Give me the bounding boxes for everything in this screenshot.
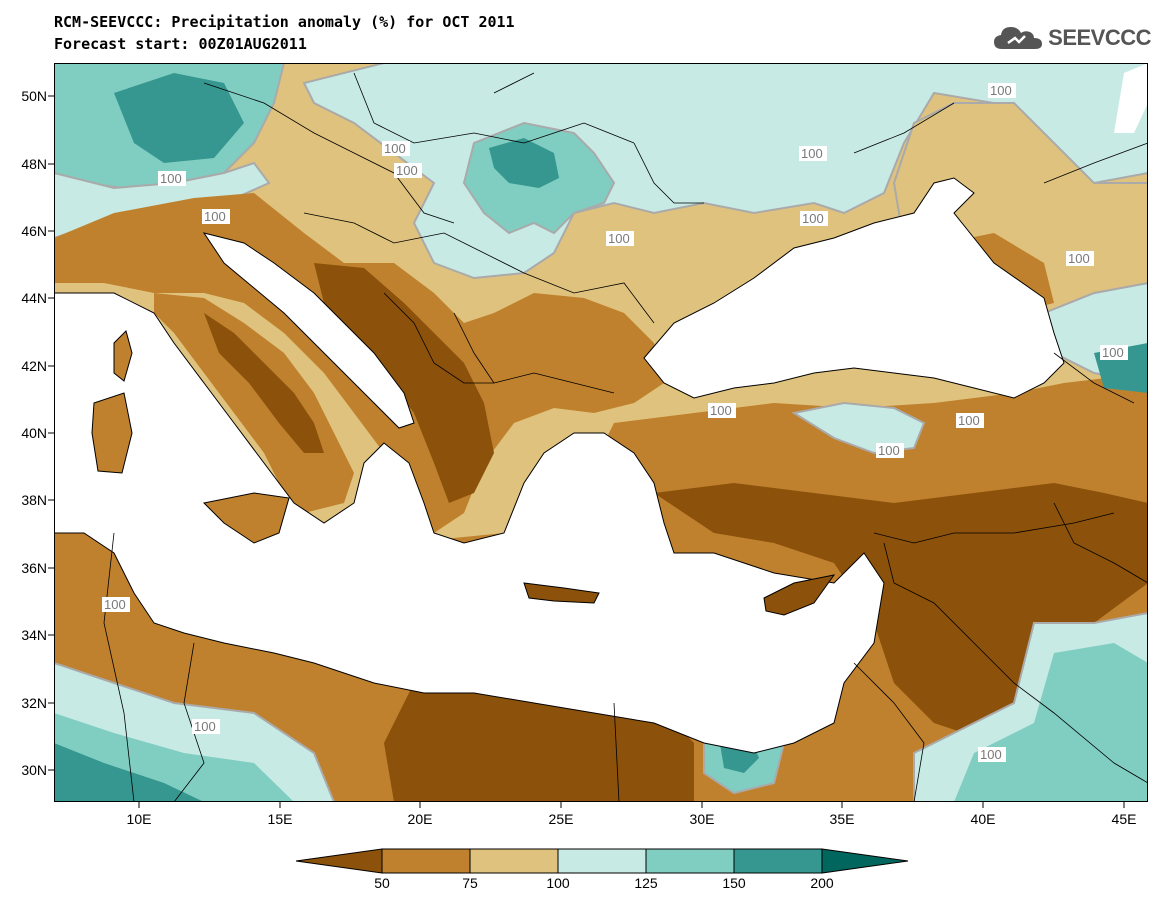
lat-label: 44N [21,290,47,306]
field-north-africa-core [54,743,204,802]
contour-label: 100 [990,83,1012,98]
contour-label: 100 [958,413,980,428]
lat-label: 34N [21,627,47,643]
field-northwest-core [114,73,244,163]
colorbar-tick-label: 125 [634,875,658,891]
map-title: RCM-SEEVCCC: Precipitation anomaly (%) f… [54,13,515,31]
contour-label-bg [202,209,230,224]
colorbar-segment-125-150 [645,848,735,874]
island-cyprus [763,574,836,616]
field-arabia-mid [954,643,1148,802]
black-sea-mask [643,177,1065,399]
map-frame [54,63,1148,802]
contour-label-bg [158,171,186,186]
field-balkan-core [314,263,494,503]
colorbar-segment-below-50 [296,848,383,874]
lon-label: 30E [689,811,715,827]
contour-label-bg [102,597,130,612]
lat-label: 46N [21,223,47,239]
lon-label: 15E [267,811,293,827]
contour-labels: 100 100 100 100 100 100 [102,83,1128,762]
contour-label: 100 [878,443,900,458]
contour-label-bg [799,146,827,161]
contour-label-bg [978,747,1006,762]
lon-label: 25E [548,811,574,827]
field-italy-core [204,313,324,453]
contour-label-bg [606,231,634,246]
logo-text: SEEVCCC [1048,25,1151,50]
contour-label: 100 [980,747,1002,762]
contour-label: 100 [104,597,126,612]
cloud-logo-icon [994,27,1043,49]
contour-label-bg [1066,251,1094,266]
map-panel: 100 100 100 100 100 100 [54,63,1148,802]
lat-label: 32N [21,695,47,711]
lat-label: 42N [21,358,47,374]
contour-label: 100 [710,403,732,418]
precipitation-anomaly-map: 100 100 100 100 100 100 [54,63,1148,802]
contour-label-bg [192,719,220,734]
colorbar-tick-label: 150 [722,875,746,891]
contour-label: 100 [160,171,182,186]
contour-label-bg [708,403,736,418]
colorbar-tick-label: 75 [462,875,478,891]
caspian-edge-mask [1114,63,1148,133]
contour-label: 100 [608,231,630,246]
contour-label-bg [800,211,828,226]
contour-label-bg [876,443,904,458]
contour-label-bg [1100,345,1128,360]
colorbar-segment-above-200 [821,848,909,874]
contour-label: 100 [194,719,216,734]
contour-label-bg [956,413,984,428]
field-carpathian-core [489,138,559,188]
island-corsica [113,330,133,382]
colorbar-tick-label: 100 [546,875,570,891]
contour-label: 100 [801,146,823,161]
lat-label: 38N [21,492,47,508]
colorbar-segment-50-75 [381,848,471,874]
lat-label: 50N [21,88,47,104]
contour-label: 100 [204,209,226,224]
lat-label: 40N [21,425,47,441]
contour-label-bg [988,83,1016,98]
contour-label: 100 [802,211,824,226]
field-anatolia-north-wet [791,401,926,455]
mediterranean-sea-mask [54,292,885,754]
lon-label: 35E [829,811,855,827]
adriatic-sea-mask [202,232,415,429]
forecast-start-subtitle: Forecast start: 00Z01AUG2011 [54,35,307,53]
contour-label: 100 [396,163,418,178]
field-italy-dry [154,293,354,513]
lon-label: 45E [1111,811,1137,827]
seevccc-logo: SEEVCCC [992,22,1151,54]
colorbar [296,848,909,874]
contour-label: 100 [1102,345,1124,360]
colorbar-tick-label: 200 [810,875,834,891]
lon-label: 40E [970,811,996,827]
contour-label-bg [382,141,410,156]
colorbar-segment-75-100 [469,848,559,874]
island-sicily [202,492,290,544]
island-crete [523,582,600,604]
lon-label: 10E [126,811,152,827]
contour-label-bg [394,163,422,178]
contour-label: 100 [384,141,406,156]
colorbar-tick-label: 50 [374,875,390,891]
lat-label: 48N [21,156,47,172]
lat-label: 36N [21,560,47,576]
colorbar-segment-100-125 [557,848,647,874]
colorbar-segment-150-200 [733,848,823,874]
lat-label: 30N [21,762,47,778]
island-sardinia [91,392,133,474]
lon-label: 20E [407,811,433,827]
contour-label: 100 [1068,251,1090,266]
